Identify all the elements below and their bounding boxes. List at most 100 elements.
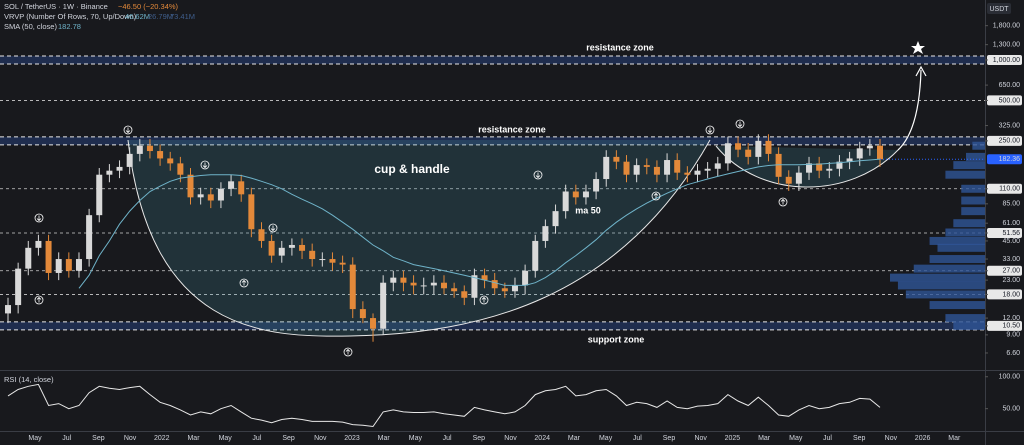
x-tick-label: May [28,435,42,442]
candle-body [65,259,72,271]
candle-body [228,181,235,189]
x-tick-label: Sep [473,435,486,442]
y-tick-label: 110.00 [999,186,1020,193]
candle-body [552,211,559,227]
candle-body [765,140,772,154]
candle-body [501,288,508,292]
x-tick-label: Jul [443,435,452,442]
candle-body [319,259,326,261]
candle-body [45,240,52,273]
volume-profile-bar [953,321,985,330]
candle-body [278,247,285,256]
candle-body [430,282,437,286]
pattern-marker-arrow [36,215,42,222]
y-tick-box [987,289,1022,300]
symbol: SOL / TetherUS · 1W · Binance [4,2,108,11]
candle-body [866,145,873,149]
candle-body [643,165,650,167]
volume-profile-bar [929,236,985,245]
candle-body [25,247,32,269]
pattern-marker [479,295,489,305]
candle-body [238,181,245,195]
x-tick-label: Nov [694,435,707,442]
volume-profile-bar [897,281,985,290]
y-tick-label: 12.00 [1002,315,1020,322]
y-tick-label: 1,800.00 [993,23,1020,30]
annotation: resistance zone [586,42,654,52]
zones [0,55,985,331]
candle-body [75,259,82,271]
rsi-tick-label: 50.00 [1002,406,1020,413]
price-pane [5,134,883,342]
cup-outline [127,139,711,337]
x-tick-label: Mar [378,435,391,442]
x-tick-label: Sep [92,435,105,442]
volume-profile-bar [961,184,985,193]
x-tick-label: May [789,435,803,442]
pattern-marker [343,347,353,357]
candle-body [806,163,813,173]
candle-body [593,179,600,192]
volume-profile-bar [961,196,985,205]
volume-profile-bar [972,141,985,150]
target-star [911,41,925,54]
candle-body [299,244,306,251]
x-tick-label: May [409,435,423,442]
volume-profile-bar [966,152,985,161]
candle-body [572,191,579,198]
x-tick-label: Jul [823,435,832,442]
candle-body [187,174,194,198]
pattern-marker-arrow [241,279,247,286]
y-tick-label: 61.00 [1002,220,1020,227]
volume-profile-bar [961,207,985,216]
annotation: support zone [588,334,645,344]
pattern-marker [735,119,745,129]
candle-body [248,194,255,230]
y-tick-label: 6.60 [1006,350,1020,357]
candle-body [674,160,681,173]
candle-body [167,158,174,164]
pattern-marker-arrow [780,198,786,205]
sma-line [78,158,881,289]
price-tag [987,154,1022,165]
y-tick-box [987,135,1022,146]
candle-body [704,168,711,171]
candle-body [207,194,214,201]
annotation: cup & handle [374,162,450,176]
candle-body [532,240,539,271]
y-tick-label: 325.00 [999,122,1021,129]
candle-body [106,170,113,175]
target-arrow [897,69,922,151]
candle-body [613,156,620,162]
candle-body [410,282,417,286]
x-tick-label: Nov [504,435,517,442]
x-tick-label: Jul [633,435,642,442]
candle-body [5,305,11,314]
candle-body [664,160,671,175]
sma-label: SMA (50, close) [4,22,57,31]
volume-profile-bar [929,301,985,310]
pattern-marker [34,213,44,223]
x-tick-label: Sep [663,435,676,442]
x-tick-label: Jul [62,435,71,442]
y-tick-label: 45.00 [1002,238,1020,245]
candle-body [745,149,752,157]
candle-body [55,259,62,273]
price-tag-label: 182.36 [999,156,1021,163]
candle-body [349,264,356,310]
pattern-marker [705,125,715,135]
pattern-marker-arrow [535,172,541,179]
x-tick-label: 2026 [915,435,931,442]
candle-body [714,163,721,169]
y-tick-label: 10.50 [1002,323,1020,330]
candle-body [268,240,275,256]
candle-body [380,282,387,329]
pattern-marker-arrow [481,296,487,303]
candle-body [562,191,569,212]
candle-body [370,318,377,329]
pattern-marker [123,125,133,135]
candle-body [35,240,42,248]
rsi-line [7,383,881,428]
x-tick-label: 2022 [154,435,170,442]
